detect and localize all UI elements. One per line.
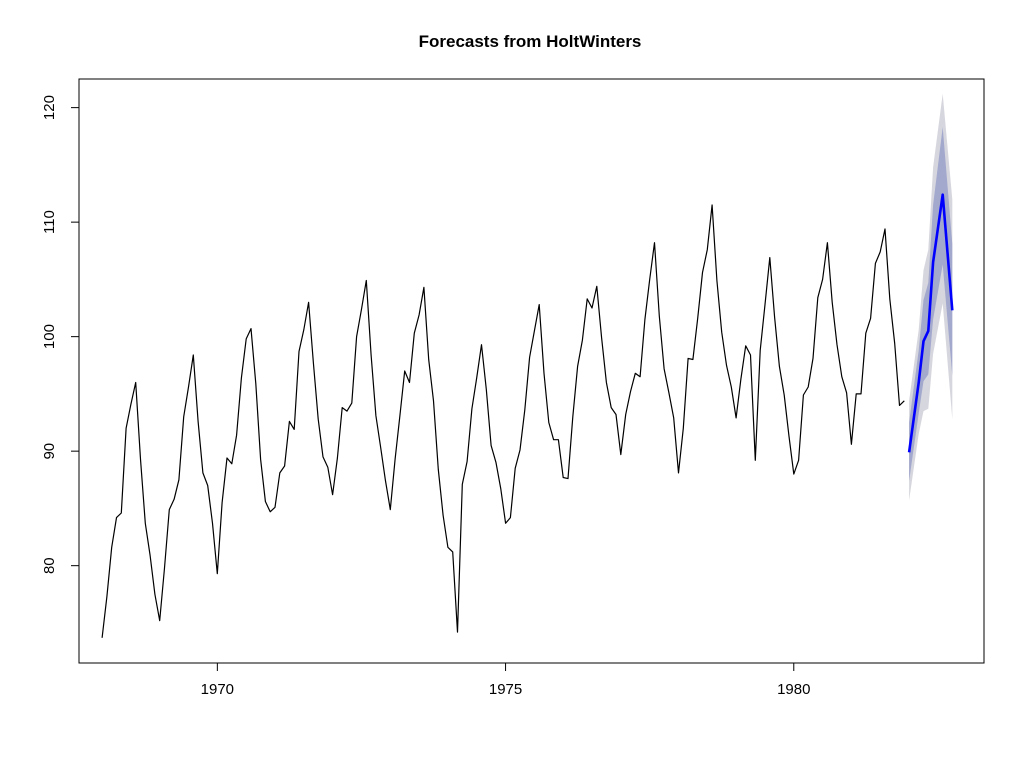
forecast-mean-line — [907, 193, 954, 453]
x-tick-label: 1970 — [201, 681, 234, 698]
plot-frame — [78, 78, 985, 664]
history-series-layer — [101, 204, 905, 638]
y-tick-label: 90 — [41, 443, 58, 460]
y-tick-label: 120 — [41, 95, 58, 120]
y-tick-label: 100 — [41, 324, 58, 349]
y-tick-label: 80 — [41, 557, 58, 574]
chart-title: Forecasts from HoltWinters — [419, 32, 642, 51]
x-tick-label: 1980 — [777, 681, 810, 698]
forecast-series-layer — [907, 193, 954, 453]
history-series-line — [101, 204, 905, 638]
x-axis: 1970 1975 1980 — [201, 662, 810, 698]
y-tick-label: 110 — [41, 210, 58, 234]
y-axis: 80 90 100 110 120 — [41, 95, 80, 574]
x-tick-label: 1975 — [489, 681, 522, 698]
